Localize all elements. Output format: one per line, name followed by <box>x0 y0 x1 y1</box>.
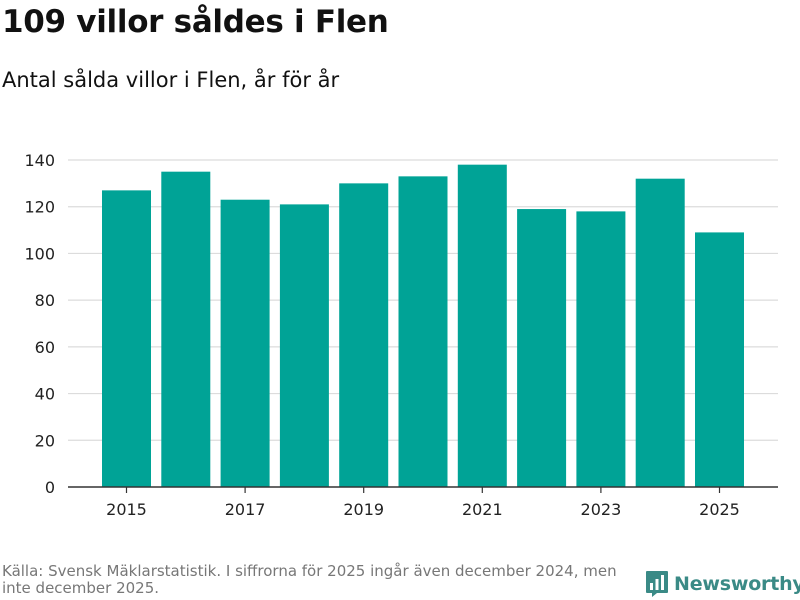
y-tick-label-0: 0 <box>45 478 55 497</box>
bar-2020 <box>398 176 448 487</box>
x-tick-label-2019: 2019 <box>343 500 384 519</box>
bar-2016 <box>161 171 211 487</box>
bar-2019 <box>339 183 389 487</box>
bar-2022 <box>517 209 567 488</box>
bar-2021 <box>457 164 507 487</box>
chart-title: 109 villor såldes i Flen <box>2 4 389 40</box>
y-tick-label-100: 100 <box>24 244 55 263</box>
x-tick-label-2025: 2025 <box>699 500 740 519</box>
bar-2023 <box>576 211 626 487</box>
x-tick-label-2021: 2021 <box>462 500 503 519</box>
y-tick-label-80: 80 <box>35 291 55 310</box>
x-tick-label-2023: 2023 <box>581 500 622 519</box>
x-tick-label-2015: 2015 <box>106 500 147 519</box>
x-tick-label-2017: 2017 <box>225 500 266 519</box>
source-note: Källa: Svensk Mäklarstatistik. I siffror… <box>2 562 617 597</box>
bar-chart: 0 20 40 60 80 100 120 140 2015 2017 2019 2021 2023 20… <box>24 151 778 519</box>
bars <box>102 164 744 488</box>
logo-text: Newsworthy <box>674 573 800 595</box>
y-tick-label-140: 140 <box>24 151 55 170</box>
y-tick-label-20: 20 <box>35 431 55 450</box>
bar-2015 <box>102 190 151 487</box>
axes: 0 20 40 60 80 100 120 140 2015 2017 2019 2021 2023 20… <box>24 151 778 519</box>
y-tick-label-40: 40 <box>35 385 55 404</box>
chart-subtitle: Antal sålda villor i Flen, år för år <box>2 68 340 92</box>
bar-chart-speech-icon <box>646 571 668 597</box>
bar-2025 <box>695 232 744 487</box>
y-tick-label-120: 120 <box>24 198 55 217</box>
bar-2018 <box>279 204 329 487</box>
y-tick-label-60: 60 <box>35 338 55 357</box>
bar-2024 <box>635 178 685 487</box>
bar-2017 <box>220 199 270 487</box>
newsworthy-logo: Newsworthy <box>645 570 800 598</box>
